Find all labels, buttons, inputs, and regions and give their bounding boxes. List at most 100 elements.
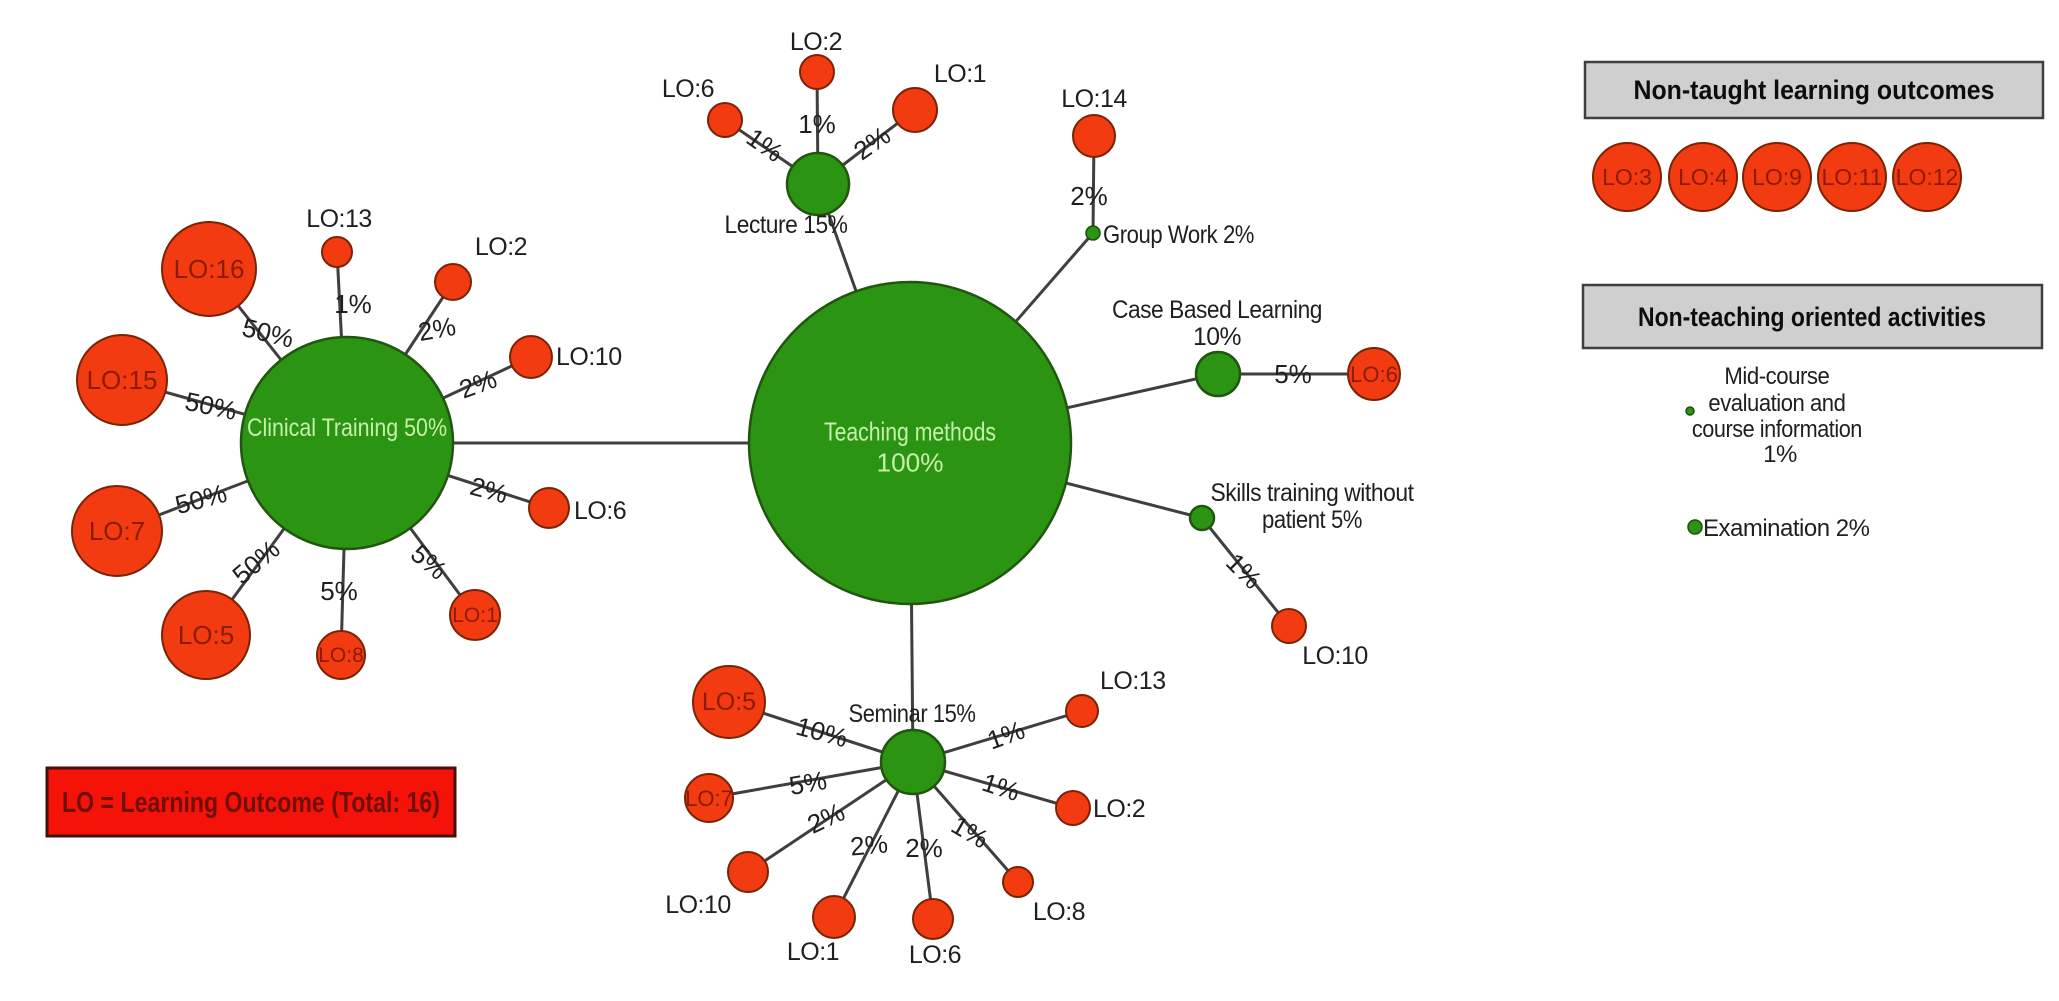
node-ext-label-c-lo6: LO:6 — [574, 497, 626, 525]
node-l-lo2 — [799, 54, 835, 90]
node-label-sem-lo5: LO:5 — [702, 688, 756, 716]
node-ext-label-lecture: Lecture 15% — [725, 211, 848, 239]
node-label-leg-lo9: LO:9 — [1752, 164, 1802, 190]
node-dot-midcourse — [1685, 406, 1695, 416]
legend-non-taught: Non-taught learning outcomes — [1583, 60, 2045, 120]
note-box: LO = Learning Outcome (Total: 16) — [45, 766, 457, 838]
node-g-lo14 — [1072, 114, 1116, 158]
node-leg-lo4 — [1668, 142, 1738, 212]
note-box-rect — [45, 766, 457, 838]
node-sem-lo2 — [1055, 790, 1091, 826]
edge-label-seminar-sem-lo1: 2% — [849, 828, 889, 861]
legend-non-teaching: Non-teaching oriented activities Mid-cou… — [1581, 283, 2044, 542]
node-sem-lo8 — [1002, 866, 1034, 898]
node-sem-lo6 — [912, 898, 954, 940]
node-ext-label-sem-lo10: LO:10 — [665, 891, 731, 919]
node-ext-label-seminar: Seminar 15% — [849, 700, 976, 728]
edge-label-groupwork-g-lo14: 2% — [1070, 181, 1108, 211]
node-ext-label-c-lo10: LO:10 — [556, 343, 622, 371]
node-skills — [1188, 504, 1216, 532]
node-sem-lo7 — [684, 773, 734, 823]
node-label-teaching: Teaching methods 100% — [824, 417, 996, 478]
node-sem-lo10 — [727, 851, 769, 893]
node-c-lo8 — [316, 630, 366, 680]
node-leg-lo3 — [1592, 142, 1662, 212]
edge-label-seminar-sem-lo2: 1% — [978, 767, 1023, 807]
node-label-c-lo8: LO:8 — [318, 644, 364, 667]
edge-label-clinical-c-lo1: 5% — [405, 538, 453, 585]
node-sem-lo1 — [812, 895, 856, 939]
node-s-lo10 — [1271, 608, 1307, 644]
node-casebased — [1194, 350, 1242, 398]
node-sem-lo5 — [692, 665, 766, 739]
nodes-layer — [71, 54, 1962, 940]
edge-label-casebased-cb-lo6: 5% — [1274, 359, 1312, 389]
node-c-lo15 — [76, 334, 168, 426]
node-label-clinical: Clinical Training 50% — [247, 414, 447, 442]
node-ext-label-groupwork: Group Work 2% — [1103, 221, 1254, 249]
node-ext-label-sem-lo13: LO:13 — [1100, 667, 1166, 695]
edge-label-clinical-c-lo10: 2% — [455, 363, 501, 404]
node-label-leg-lo4: LO:4 — [1678, 164, 1728, 190]
edge-label-lecture-l-lo6: 1% — [741, 122, 789, 168]
midcourse-evaluation-label: Mid-course evaluation and course informa… — [1692, 363, 1868, 468]
node-lecture — [785, 151, 851, 217]
node-label-leg-lo12: LO:12 — [1896, 164, 1959, 190]
midcourse-line-3: course information — [1692, 416, 1862, 443]
edge-label-seminar-sem-lo5: 10% — [793, 711, 851, 753]
node-seminar — [879, 728, 947, 796]
node-c-lo6 — [528, 487, 570, 529]
node-ext-label-l-lo6: LO:6 — [662, 75, 714, 103]
node-leg-lo11 — [1817, 142, 1887, 212]
node-label-c-lo15: LO:15 — [87, 365, 158, 395]
node-c-lo7 — [71, 485, 163, 577]
node-l-lo6 — [707, 102, 743, 138]
midcourse-line-2: evaluation and — [1708, 390, 1845, 417]
node-c-lo5 — [161, 590, 251, 680]
node-leg-lo9 — [1742, 142, 1812, 212]
node-l-lo1 — [892, 87, 938, 133]
edge-label-clinical-c-lo13: 1% — [334, 289, 372, 319]
node-ext-label-casebased: Case Based Learning 10% — [1112, 296, 1322, 351]
edge-label-seminar-sem-lo10: 2% — [803, 796, 850, 839]
node-leg-lo12 — [1892, 142, 1962, 212]
node-label-c-lo5: LO:5 — [178, 620, 234, 650]
node-ext-label-l-lo2: LO:2 — [790, 28, 842, 56]
node-ext-label-c-lo13: LO:13 — [306, 205, 372, 233]
node-ext-label-skills: Skills training without patient 5% — [1211, 479, 1415, 534]
node-teaching — [747, 280, 1073, 606]
node-ext-label-sem-lo1: LO:1 — [787, 938, 839, 966]
node-ext-label-g-lo14: LO:14 — [1061, 85, 1127, 113]
node-c-lo2 — [434, 263, 472, 301]
node-label-c-lo7: LO:7 — [89, 516, 145, 546]
node-c-lo13 — [321, 236, 353, 268]
node-dot-exam — [1687, 519, 1703, 535]
node-groupwork — [1085, 225, 1101, 241]
edge-label-skills-s-lo10: 1% — [1220, 547, 1268, 595]
node-ext-label-sem-lo8: LO:8 — [1033, 898, 1085, 926]
edge-label-seminar-sem-lo7: 5% — [787, 765, 829, 801]
note-box-label: LO = Learning Outcome (Total: 16) — [62, 787, 440, 819]
edge-label-clinical-c-lo16: 50% — [239, 312, 297, 354]
node-c-lo10 — [509, 335, 553, 379]
edge-label-lecture-l-lo1: 2% — [848, 120, 896, 166]
edge-label-clinical-c-lo8: 5% — [320, 576, 358, 606]
node-ext-label-c-lo2: LO:2 — [475, 233, 527, 261]
node-c-lo1 — [449, 589, 501, 641]
midcourse-line-1: Mid-course — [1724, 363, 1829, 390]
edge-label-clinical-c-lo2: 2% — [416, 311, 458, 347]
node-label-c-lo1: LO:1 — [452, 604, 498, 627]
midcourse-line-4: 1% — [1763, 441, 1797, 468]
edge-label-seminar-sem-lo13: 1% — [983, 714, 1029, 755]
edge-label-clinical-c-lo6: 2% — [467, 471, 511, 510]
node-c-lo16 — [161, 221, 257, 317]
examination-label: Examination 2% — [1703, 515, 1870, 542]
node-label-cb-lo6: LO:6 — [1350, 362, 1398, 387]
edge-label-clinical-c-lo15: 50% — [182, 386, 239, 426]
edge-skills-s-lo10 — [1200, 517, 1291, 627]
edge-seminar-sem-lo7 — [708, 760, 914, 800]
legend-non-taught-header-box — [1583, 60, 2045, 120]
legend-non-teaching-header-box — [1581, 283, 2044, 350]
